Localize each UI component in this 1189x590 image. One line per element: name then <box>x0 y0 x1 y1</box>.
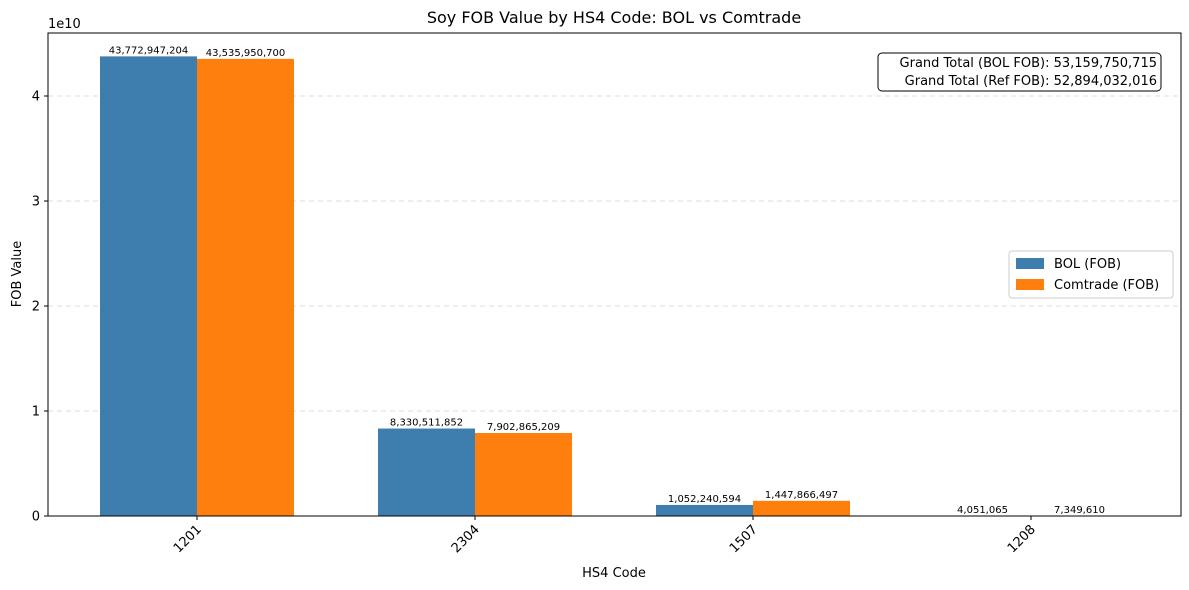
plot-frame <box>47 32 1182 517</box>
legend-swatch-bol <box>1016 258 1044 269</box>
bar-comtrade-1201 <box>197 58 294 516</box>
x-axis-ticks: 1201 2304 1507 1208 <box>171 516 1039 556</box>
bar-comtrade-1507 <box>753 500 850 516</box>
y-tick-label: 3 <box>32 195 40 210</box>
y-tick-label: 0 <box>32 510 40 525</box>
bar-value-label: 1,052,240,594 <box>668 494 741 505</box>
chart-title: Soy FOB Value by HS4 Code: BOL vs Comtra… <box>427 8 801 27</box>
bar-value-label: 7,349,610 <box>1054 505 1105 516</box>
legend-label-bol: BOL (FOB) <box>1054 257 1121 272</box>
annotation-line-bol: Grand Total (BOL FOB): 53,159,750,715 <box>900 56 1157 71</box>
bar-value-label: 7,902,865,209 <box>487 422 560 433</box>
x-tick-label: 1201 <box>171 522 205 556</box>
legend: BOL (FOB) Comtrade (FOB) <box>1008 250 1174 299</box>
annotation-box: Grand Total (BOL FOB): 53,159,750,715 Gr… <box>877 52 1162 92</box>
bars <box>100 56 1128 516</box>
annotation-line-ref: Grand Total (Ref FOB): 52,894,032,016 <box>905 74 1157 89</box>
bar-value-label: 43,535,950,700 <box>206 48 286 59</box>
x-tick-label: 1507 <box>727 522 761 556</box>
legend-swatch-comtrade <box>1016 279 1044 290</box>
bar-value-labels: 43,772,947,204 43,535,950,700 8,330,511,85… <box>109 45 1105 516</box>
y-axis-title: FOB Value <box>10 241 25 307</box>
bar-value-label: 43,772,947,204 <box>109 45 189 56</box>
bar-value-label: 1,447,866,497 <box>765 490 838 501</box>
legend-label-comtrade: Comtrade (FOB) <box>1054 278 1159 293</box>
y-tick-label: 1 <box>32 405 40 420</box>
y-tick-label: 4 <box>32 90 40 105</box>
bar-value-label: 8,330,511,852 <box>390 418 463 429</box>
y-offset-label: 1e10 <box>48 17 81 32</box>
bar-comtrade-2304 <box>475 433 572 516</box>
x-tick-label: 2304 <box>449 522 483 556</box>
y-axis-ticks: 0 1 2 3 4 <box>32 90 48 525</box>
bar-value-label: 4,051,065 <box>957 505 1008 516</box>
bar-bol-2304 <box>378 428 475 516</box>
y-tick-label: 2 <box>32 300 40 315</box>
bar-bol-1201 <box>100 56 197 516</box>
x-tick-label: 1208 <box>1005 522 1039 556</box>
bar-bol-1507 <box>656 504 753 516</box>
x-axis-title: HS4 Code <box>582 566 646 581</box>
